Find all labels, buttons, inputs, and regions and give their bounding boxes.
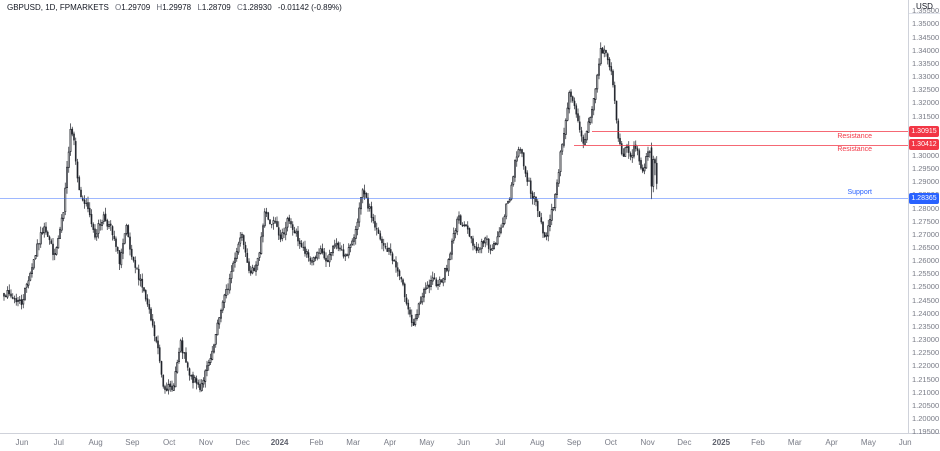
price-tick: 1.34500: [912, 32, 940, 42]
resistance-price-badge[interactable]: 1.30412: [909, 139, 939, 151]
price-tick: 1.21000: [912, 387, 940, 397]
price-tick: 1.32000: [912, 98, 940, 108]
time-axis-label: 2025: [712, 438, 731, 447]
chart-pane[interactable]: Resistance Resistance Support: [0, 0, 908, 433]
price-tick: 1.20500: [912, 400, 940, 410]
close-value: 1.28930: [242, 3, 272, 12]
time-axis-label: May: [860, 438, 876, 447]
time-axis-label: Mar: [787, 438, 802, 447]
time-axis-label: Jun: [15, 438, 29, 447]
price-tick: 1.29500: [912, 164, 940, 174]
price-tick: 1.24500: [912, 295, 940, 305]
price-tick: 1.30000: [912, 150, 940, 160]
time-axis-label: Aug: [88, 438, 103, 447]
time-axis-label: Aug: [530, 438, 545, 447]
price-tick: 1.23000: [912, 335, 940, 345]
support-line[interactable]: [0, 198, 908, 200]
price-tick: 1.32500: [912, 85, 940, 95]
support-price-badge[interactable]: 1.28365: [909, 192, 939, 204]
price-tick: 1.23500: [912, 321, 940, 331]
time-axis-label: Sep: [125, 438, 140, 447]
time-axis-label: Jul: [495, 438, 506, 447]
price-tick: 1.27000: [912, 229, 940, 239]
time-axis-label: Apr: [825, 438, 838, 447]
price-tick: 1.31500: [912, 111, 940, 121]
resistance-line[interactable]: [592, 131, 908, 133]
resistance-price-badge[interactable]: 1.30915: [909, 125, 939, 137]
price-tick: 1.33500: [912, 58, 940, 68]
support-label[interactable]: Support: [847, 188, 872, 196]
price-tick: 1.28000: [912, 203, 940, 213]
time-axis-label: Oct: [604, 438, 618, 447]
price-tick: 1.20000: [912, 413, 940, 423]
low-value: 1.28709: [201, 3, 231, 12]
price-tick: 1.34000: [912, 45, 940, 55]
price-tick: 1.35000: [912, 19, 940, 29]
time-axis-label: Sep: [566, 438, 582, 447]
candlestick-series: [3, 42, 658, 395]
price-axis[interactable]: USD 1.35500 1.35000 1.34500 1.34000 1.33500 1…: [908, 0, 940, 437]
time-axis[interactable]: Jun Jul Aug Sep Oct Nov Dec 2024 Feb Mar Apr May Jun…: [0, 433, 940, 451]
price-tick: 1.33000: [912, 72, 940, 82]
resistance-label[interactable]: Resistance: [837, 146, 872, 154]
time-axis-label: Nov: [640, 438, 655, 447]
time-axis-label: Apr: [383, 438, 397, 447]
time-axis-label: May: [419, 438, 435, 447]
price-tick: 1.26000: [912, 256, 940, 266]
open-label: O: [115, 3, 122, 12]
time-axis-label: Feb: [751, 438, 765, 447]
price-tick: 1.22000: [912, 361, 940, 371]
price-tick: 1.29000: [912, 177, 940, 187]
price-tick: 1.26500: [912, 243, 940, 253]
resistance-line[interactable]: [574, 144, 908, 146]
price-tick: 1.25500: [912, 269, 940, 279]
time-axis-label: Jul: [53, 438, 64, 447]
time-axis-label: Mar: [346, 438, 361, 447]
symbol-header[interactable]: GBPUSD, 1D, FPMARKETS O1.29709 H1.29978 …: [7, 3, 342, 12]
time-axis-label: 2024: [270, 438, 289, 447]
time-axis-label: Nov: [198, 438, 214, 447]
time-axis-label: Feb: [309, 438, 324, 447]
price-tick: 1.35500: [912, 6, 940, 16]
change-value: -0.01142 (-0.89%): [277, 3, 342, 12]
price-tick: 1.24000: [912, 308, 940, 318]
low-label: L: [197, 3, 202, 12]
time-axis-label: Jun: [457, 438, 471, 447]
price-tick: 1.21500: [912, 374, 940, 384]
high-value: 1.29978: [162, 3, 192, 12]
time-axis-label: Dec: [677, 438, 692, 447]
price-tick: 1.25000: [912, 282, 940, 292]
open-value: 1.29709: [121, 3, 151, 12]
time-axis-label: Jun: [898, 438, 912, 447]
currency-label: USD: [909, 0, 940, 14]
price-tick: 1.27500: [912, 216, 940, 226]
price-tick: 1.22500: [912, 348, 940, 358]
high-label: H: [156, 3, 163, 12]
close-label: C: [236, 3, 243, 12]
resistance-label[interactable]: Resistance: [837, 132, 872, 140]
time-axis-label: Oct: [162, 438, 176, 447]
price-tick: 1.19500: [912, 427, 940, 437]
symbol-description[interactable]: GBPUSD, 1D, FPMARKETS: [7, 3, 109, 12]
time-axis-label: Dec: [235, 438, 250, 447]
